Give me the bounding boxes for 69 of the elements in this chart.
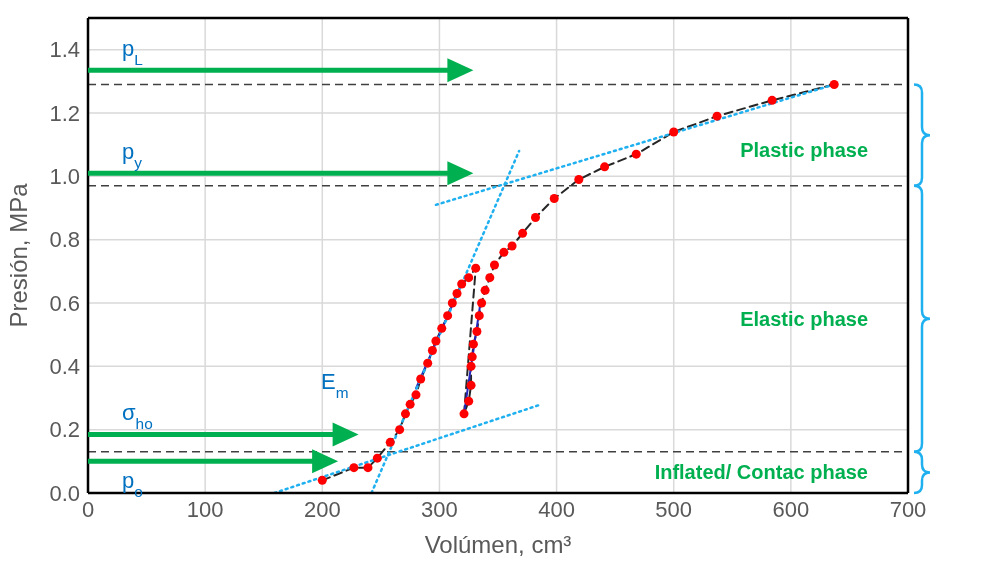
point — [372, 453, 382, 463]
y-tick-label: 1.4 — [49, 37, 80, 63]
point — [395, 425, 405, 435]
x-tick-label: 600 — [772, 496, 810, 522]
y-axis-title: Presión, MPa — [4, 182, 32, 328]
y-tick-label: 0.0 — [49, 480, 80, 506]
point — [507, 241, 517, 251]
point — [405, 399, 415, 409]
x-tick-label: 400 — [538, 496, 575, 522]
point — [437, 323, 447, 333]
point — [767, 95, 777, 105]
point — [468, 339, 478, 349]
ref-line-label: σ$_{ho}$ — [122, 400, 153, 432]
y-tick-label: 1.2 — [49, 100, 80, 126]
point — [574, 174, 584, 185]
x-tick-label: 500 — [655, 496, 693, 522]
point — [447, 298, 457, 308]
point — [464, 396, 474, 406]
annotation: E$_{m}$ — [321, 368, 349, 400]
point — [423, 358, 433, 368]
y-tick-label: 0.4 — [49, 354, 80, 380]
point — [467, 352, 477, 362]
point — [549, 193, 559, 204]
point — [530, 212, 540, 223]
point — [485, 273, 495, 283]
x-tick-label: 300 — [421, 496, 458, 522]
point — [474, 311, 484, 321]
point — [416, 374, 426, 384]
point — [400, 409, 410, 419]
y-tick-label: 0.2 — [49, 417, 80, 443]
x-tick-label: 100 — [186, 496, 224, 522]
y-tick-label: 0.6 — [49, 290, 80, 316]
point — [669, 127, 679, 137]
point — [427, 345, 437, 356]
point — [431, 336, 441, 346]
point — [466, 361, 476, 371]
annotation: Elastic phase — [740, 307, 868, 330]
point — [471, 263, 481, 273]
point — [489, 260, 499, 270]
point — [712, 111, 722, 121]
y-tick-label: 1.0 — [49, 164, 80, 190]
point — [443, 311, 453, 321]
point — [464, 273, 474, 283]
point — [477, 298, 487, 308]
point — [452, 288, 462, 299]
point — [829, 79, 839, 90]
annotation: Inflated/ Contac phase — [654, 461, 868, 484]
point — [317, 475, 327, 485]
point — [518, 228, 528, 238]
x-tick-label: 200 — [303, 496, 341, 522]
point — [349, 463, 359, 473]
point — [631, 149, 641, 159]
point — [457, 279, 467, 289]
point — [499, 247, 509, 257]
ref-line-label: p$_{L}$ — [122, 36, 144, 68]
y-tick-label: 0.8 — [49, 227, 80, 253]
ref-line-label: p$_{y}$ — [122, 139, 143, 171]
x-tick-label: 700 — [889, 496, 927, 522]
point — [600, 162, 610, 172]
point — [480, 285, 490, 295]
point — [363, 463, 373, 473]
point — [411, 390, 421, 400]
point — [459, 409, 469, 419]
x-tick-label: 0 — [81, 496, 95, 522]
x-axis-title: Volúmen, cm³ — [424, 531, 572, 558]
point — [472, 326, 482, 337]
point — [385, 437, 395, 447]
point — [466, 380, 476, 390]
annotation: Plastic phase — [740, 139, 868, 162]
